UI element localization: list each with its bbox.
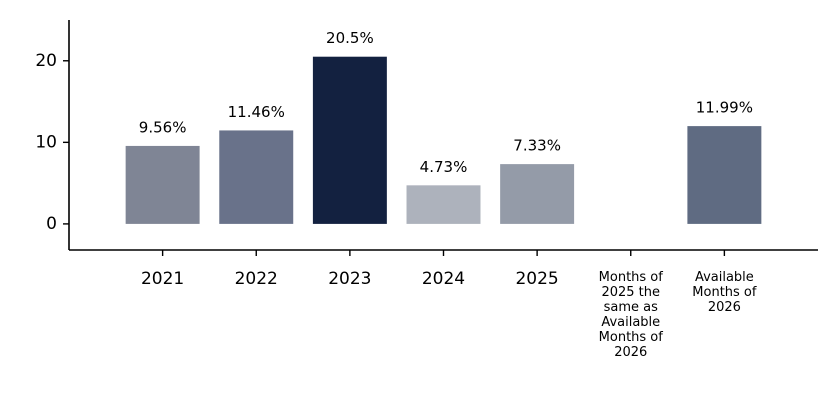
x-tick-label: 2021 <box>140 269 185 289</box>
x-tick-label: 2025 <box>515 269 559 289</box>
x-tick-label: Months of 2025 the same as Available Mon… <box>598 270 663 360</box>
y-tick-label: 10 <box>35 132 57 152</box>
x-tick-label: 2022 <box>234 269 278 289</box>
bar <box>406 185 481 224</box>
y-tick-label: 0 <box>46 214 57 234</box>
value-label: 20.5% <box>326 29 374 47</box>
x-tick-label: 2023 <box>328 269 372 289</box>
value-label: 9.56% <box>139 118 187 136</box>
value-label: 4.73% <box>420 158 468 176</box>
bar <box>125 145 200 224</box>
bar <box>219 130 294 224</box>
bar <box>687 126 762 224</box>
value-label: 11.99% <box>696 99 753 117</box>
y-tick-label: 20 <box>35 51 57 71</box>
bar <box>312 56 387 224</box>
x-tick-label: Available Months of 2026 <box>692 270 757 315</box>
value-label: 11.46% <box>228 103 285 121</box>
bar <box>500 164 575 224</box>
value-label: 7.33% <box>513 137 561 155</box>
x-tick-label: 2024 <box>421 269 466 289</box>
